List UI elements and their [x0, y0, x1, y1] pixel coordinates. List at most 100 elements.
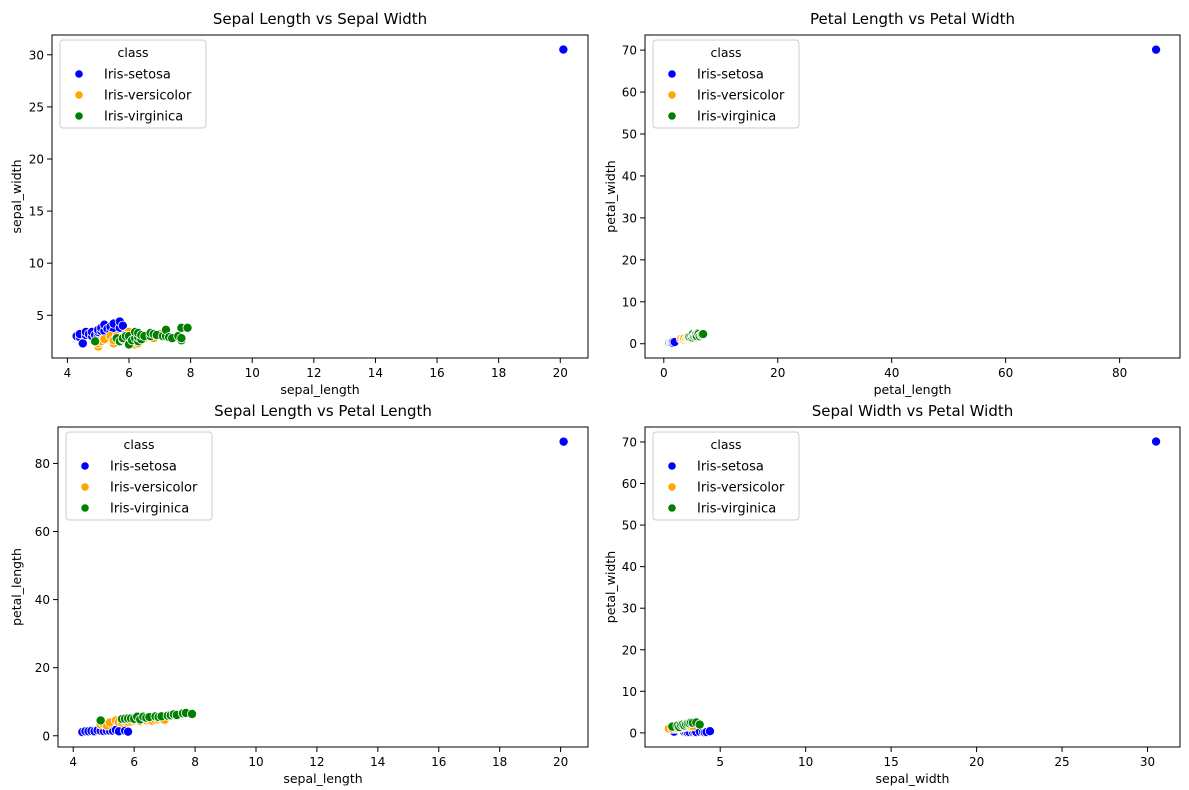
legend-title: class — [117, 45, 148, 60]
y-tick-label: 30 — [29, 48, 44, 62]
x-tick-label: 6 — [130, 755, 138, 769]
legend-marker-iris-setosa — [667, 461, 677, 471]
point-iris-virginica — [187, 708, 198, 719]
x-tick-label: 30 — [1140, 755, 1155, 769]
point-iris-virginica — [698, 329, 709, 340]
x-tick-label: 16 — [431, 755, 446, 769]
subplot-3: Sepal Length vs Petal Length 4 6 8 10 12 14 16 1… — [9, 402, 589, 786]
x-tick-label: 20 — [969, 755, 984, 769]
x-tick-label: 18 — [492, 755, 507, 769]
legend-marker-iris-versicolor — [80, 482, 90, 492]
points-group — [77, 436, 569, 738]
subplot-title: Sepal Width vs Petal Width — [812, 402, 1014, 420]
y-axis-label: petal_length — [9, 548, 24, 626]
y-tick-label: 50 — [622, 519, 637, 533]
legend-title: class — [710, 437, 741, 452]
x-tick-label: 8 — [191, 755, 199, 769]
legend-marker-iris-setosa — [80, 461, 90, 471]
legend-marker-iris-versicolor — [667, 90, 677, 100]
y-tick-label: 30 — [622, 211, 637, 225]
x-axis-label: sepal_length — [280, 382, 359, 397]
y-tick-label: 80 — [35, 457, 50, 471]
y-tick-label: 60 — [35, 525, 50, 539]
legend-box — [65, 431, 213, 521]
x-tick-label: 20 — [553, 755, 568, 769]
y-tick-label: 40 — [35, 593, 50, 607]
legend-label: Iris-versicolor — [110, 481, 198, 496]
legend-label: Iris-virginica — [697, 110, 776, 125]
y-tick-label: 20 — [29, 152, 44, 166]
point-iris-setosa — [1151, 44, 1162, 55]
legend: class Iris-setosa Iris-versicolor Iris-virg… — [652, 431, 800, 521]
subplot-title: Sepal Length vs Petal Length — [214, 402, 432, 420]
x-tick-label: 14 — [370, 755, 385, 769]
y-axis-label: sepal_width — [9, 160, 24, 234]
x-axis-label: petal_length — [874, 382, 952, 397]
legend-label: Iris-setosa — [697, 460, 764, 475]
point-iris-virginica — [182, 322, 193, 333]
legend-marker-iris-virginica — [667, 111, 677, 121]
legend-box — [59, 39, 207, 129]
point-iris-setosa — [1151, 436, 1162, 447]
y-tick-label: 20 — [622, 253, 637, 267]
legend-marker-iris-setosa — [667, 69, 677, 79]
points-group — [71, 44, 569, 352]
legend-label: Iris-versicolor — [697, 89, 785, 104]
plot-frame — [57, 426, 589, 748]
point-iris-setosa — [123, 726, 134, 737]
x-tick-label: 4 — [64, 366, 72, 380]
y-tick-label: 70 — [622, 44, 637, 58]
legend-label: Iris-versicolor — [104, 89, 192, 104]
x-tick-label: 40 — [884, 366, 899, 380]
legend-label: Iris-virginica — [697, 502, 776, 517]
legend-label: Iris-virginica — [110, 502, 189, 517]
x-tick-label: 6 — [125, 366, 133, 380]
subplot-title: Petal Length vs Petal Width — [810, 10, 1015, 28]
y-tick-label: 70 — [622, 435, 637, 449]
plot-frame — [644, 34, 1181, 359]
legend: class Iris-setosa Iris-versicolor Iris-virg… — [59, 39, 207, 129]
points-group — [664, 44, 1162, 348]
legend-label: Iris-setosa — [104, 68, 171, 83]
subplot-title: Sepal Length vs Sepal Width — [213, 10, 427, 28]
x-tick-label: 8 — [187, 366, 195, 380]
legend-marker-iris-virginica — [74, 111, 84, 121]
legend-label: Iris-setosa — [110, 460, 177, 475]
point-iris-virginica — [90, 336, 101, 347]
point-iris-setosa — [704, 726, 715, 737]
x-tick-label: 80 — [1112, 366, 1127, 380]
point-iris-setosa — [558, 436, 569, 447]
legend: class Iris-setosa Iris-versicolor Iris-virg… — [65, 431, 213, 521]
x-tick-label: 25 — [1054, 755, 1069, 769]
legend-box — [652, 39, 800, 129]
point-iris-setosa — [77, 338, 88, 349]
y-tick-label: 50 — [622, 127, 637, 141]
y-tick-label: 60 — [622, 477, 637, 491]
x-tick-label: 10 — [245, 366, 260, 380]
x-tick-label: 10 — [798, 755, 813, 769]
y-tick-label: 0 — [629, 337, 637, 351]
y-tick-label: 30 — [622, 602, 637, 616]
legend-label: Iris-versicolor — [697, 481, 785, 496]
legend-label: Iris-virginica — [104, 110, 183, 125]
x-tick-label: 20 — [770, 366, 785, 380]
legend-title: class — [710, 45, 741, 60]
y-tick-label: 25 — [29, 100, 44, 114]
y-tick-label: 40 — [622, 169, 637, 183]
x-tick-label: 20 — [553, 366, 568, 380]
x-tick-label: 14 — [368, 366, 383, 380]
point-iris-virginica — [176, 333, 187, 344]
x-tick-label: 12 — [306, 366, 321, 380]
y-tick-label: 10 — [29, 257, 44, 271]
legend-marker-iris-virginica — [667, 503, 677, 513]
point-iris-virginica — [694, 719, 705, 730]
x-tick-label: 18 — [491, 366, 506, 380]
subplot-2: Petal Length vs Petal Width 0 20 40 60 80 0 10 2… — [603, 10, 1181, 397]
x-tick-label: 15 — [883, 755, 898, 769]
x-tick-label: 10 — [248, 755, 263, 769]
y-tick-label: 0 — [42, 729, 50, 743]
legend: class Iris-setosa Iris-versicolor Iris-virg… — [652, 39, 800, 129]
x-tick-label: 4 — [69, 755, 77, 769]
y-tick-label: 60 — [622, 86, 637, 100]
